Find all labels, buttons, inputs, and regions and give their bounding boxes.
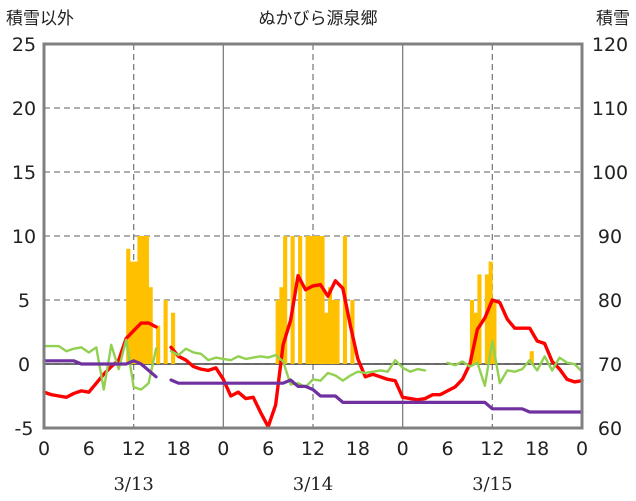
bar <box>313 236 318 364</box>
x-tick-label: 12 <box>122 438 146 460</box>
bar <box>305 236 310 364</box>
bar <box>283 236 288 364</box>
bar <box>156 325 161 364</box>
x-tick-label: 6 <box>441 438 453 460</box>
x-tick-label: 0 <box>38 438 50 460</box>
x-tick-label: 0 <box>397 438 409 460</box>
left-tick-label: -5 <box>15 418 34 440</box>
x-tick-label: 18 <box>525 438 549 460</box>
right-tick-label: 90 <box>598 226 622 248</box>
x-tick-label: 18 <box>346 438 370 460</box>
date-label: 3/15 <box>472 474 512 495</box>
series-line <box>42 359 584 414</box>
bar <box>141 236 146 364</box>
bar <box>171 312 176 364</box>
bar-series <box>126 236 534 364</box>
series-line <box>42 273 584 429</box>
bar <box>469 300 475 364</box>
right-tick-label: 100 <box>592 162 628 184</box>
bar <box>335 300 340 364</box>
right-axis-ticks: 60 70 80 90 100 110 120 <box>592 34 628 440</box>
bar <box>492 300 497 364</box>
right-tick-label: 80 <box>598 290 622 312</box>
bar <box>126 248 131 364</box>
bar <box>327 287 333 364</box>
x-tick-label: 12 <box>480 438 504 460</box>
bar <box>320 236 325 364</box>
x-tick-label: 0 <box>576 438 588 460</box>
right-axis-label: 積雪 <box>596 9 630 29</box>
bar <box>477 274 482 364</box>
plot-frame <box>42 42 584 430</box>
bar <box>331 300 336 364</box>
x-tick-label: 6 <box>262 438 274 460</box>
date-label: 3/13 <box>113 474 153 495</box>
left-tick-label: 15 <box>12 162 36 184</box>
line-series <box>42 273 584 429</box>
bar <box>279 287 284 364</box>
bar <box>316 236 321 364</box>
left-tick-label: 25 <box>12 34 36 56</box>
bar <box>133 261 138 364</box>
series-line <box>42 338 584 391</box>
bar <box>144 236 150 364</box>
right-tick-label: 110 <box>592 98 628 120</box>
bar <box>275 300 280 364</box>
bar <box>529 351 534 364</box>
bar <box>163 300 168 364</box>
bar <box>484 274 489 364</box>
date-label: 3/14 <box>293 474 333 495</box>
x-tick-label: 12 <box>301 438 325 460</box>
bar <box>324 312 329 364</box>
left-tick-label: 20 <box>12 98 36 120</box>
left-axis-label: 積雪以外 <box>6 9 74 29</box>
left-tick-label: 10 <box>12 226 36 248</box>
bar <box>488 261 493 364</box>
x-axis-ticks: 0 6 12 18 0 6 12 18 0 6 12 18 0 <box>38 438 588 460</box>
bar <box>309 236 314 364</box>
x-axis-date-labels: 3/13 3/14 3/15 <box>113 474 512 495</box>
right-tick-label: 120 <box>592 34 628 56</box>
chart-title: ぬかびら源泉郷 <box>259 9 378 29</box>
left-axis-ticks: -5 0 5 10 15 20 25 <box>12 34 36 440</box>
x-tick-label: 6 <box>83 438 95 460</box>
left-tick-label: 5 <box>18 290 30 312</box>
bar <box>298 236 303 364</box>
x-tick-label: 0 <box>217 438 229 460</box>
right-tick-label: 60 <box>598 418 622 440</box>
right-tick-label: 70 <box>598 354 622 376</box>
bar <box>129 261 135 364</box>
x-tick-label: 18 <box>166 438 190 460</box>
bar <box>137 236 142 364</box>
left-tick-label: 0 <box>18 354 30 376</box>
